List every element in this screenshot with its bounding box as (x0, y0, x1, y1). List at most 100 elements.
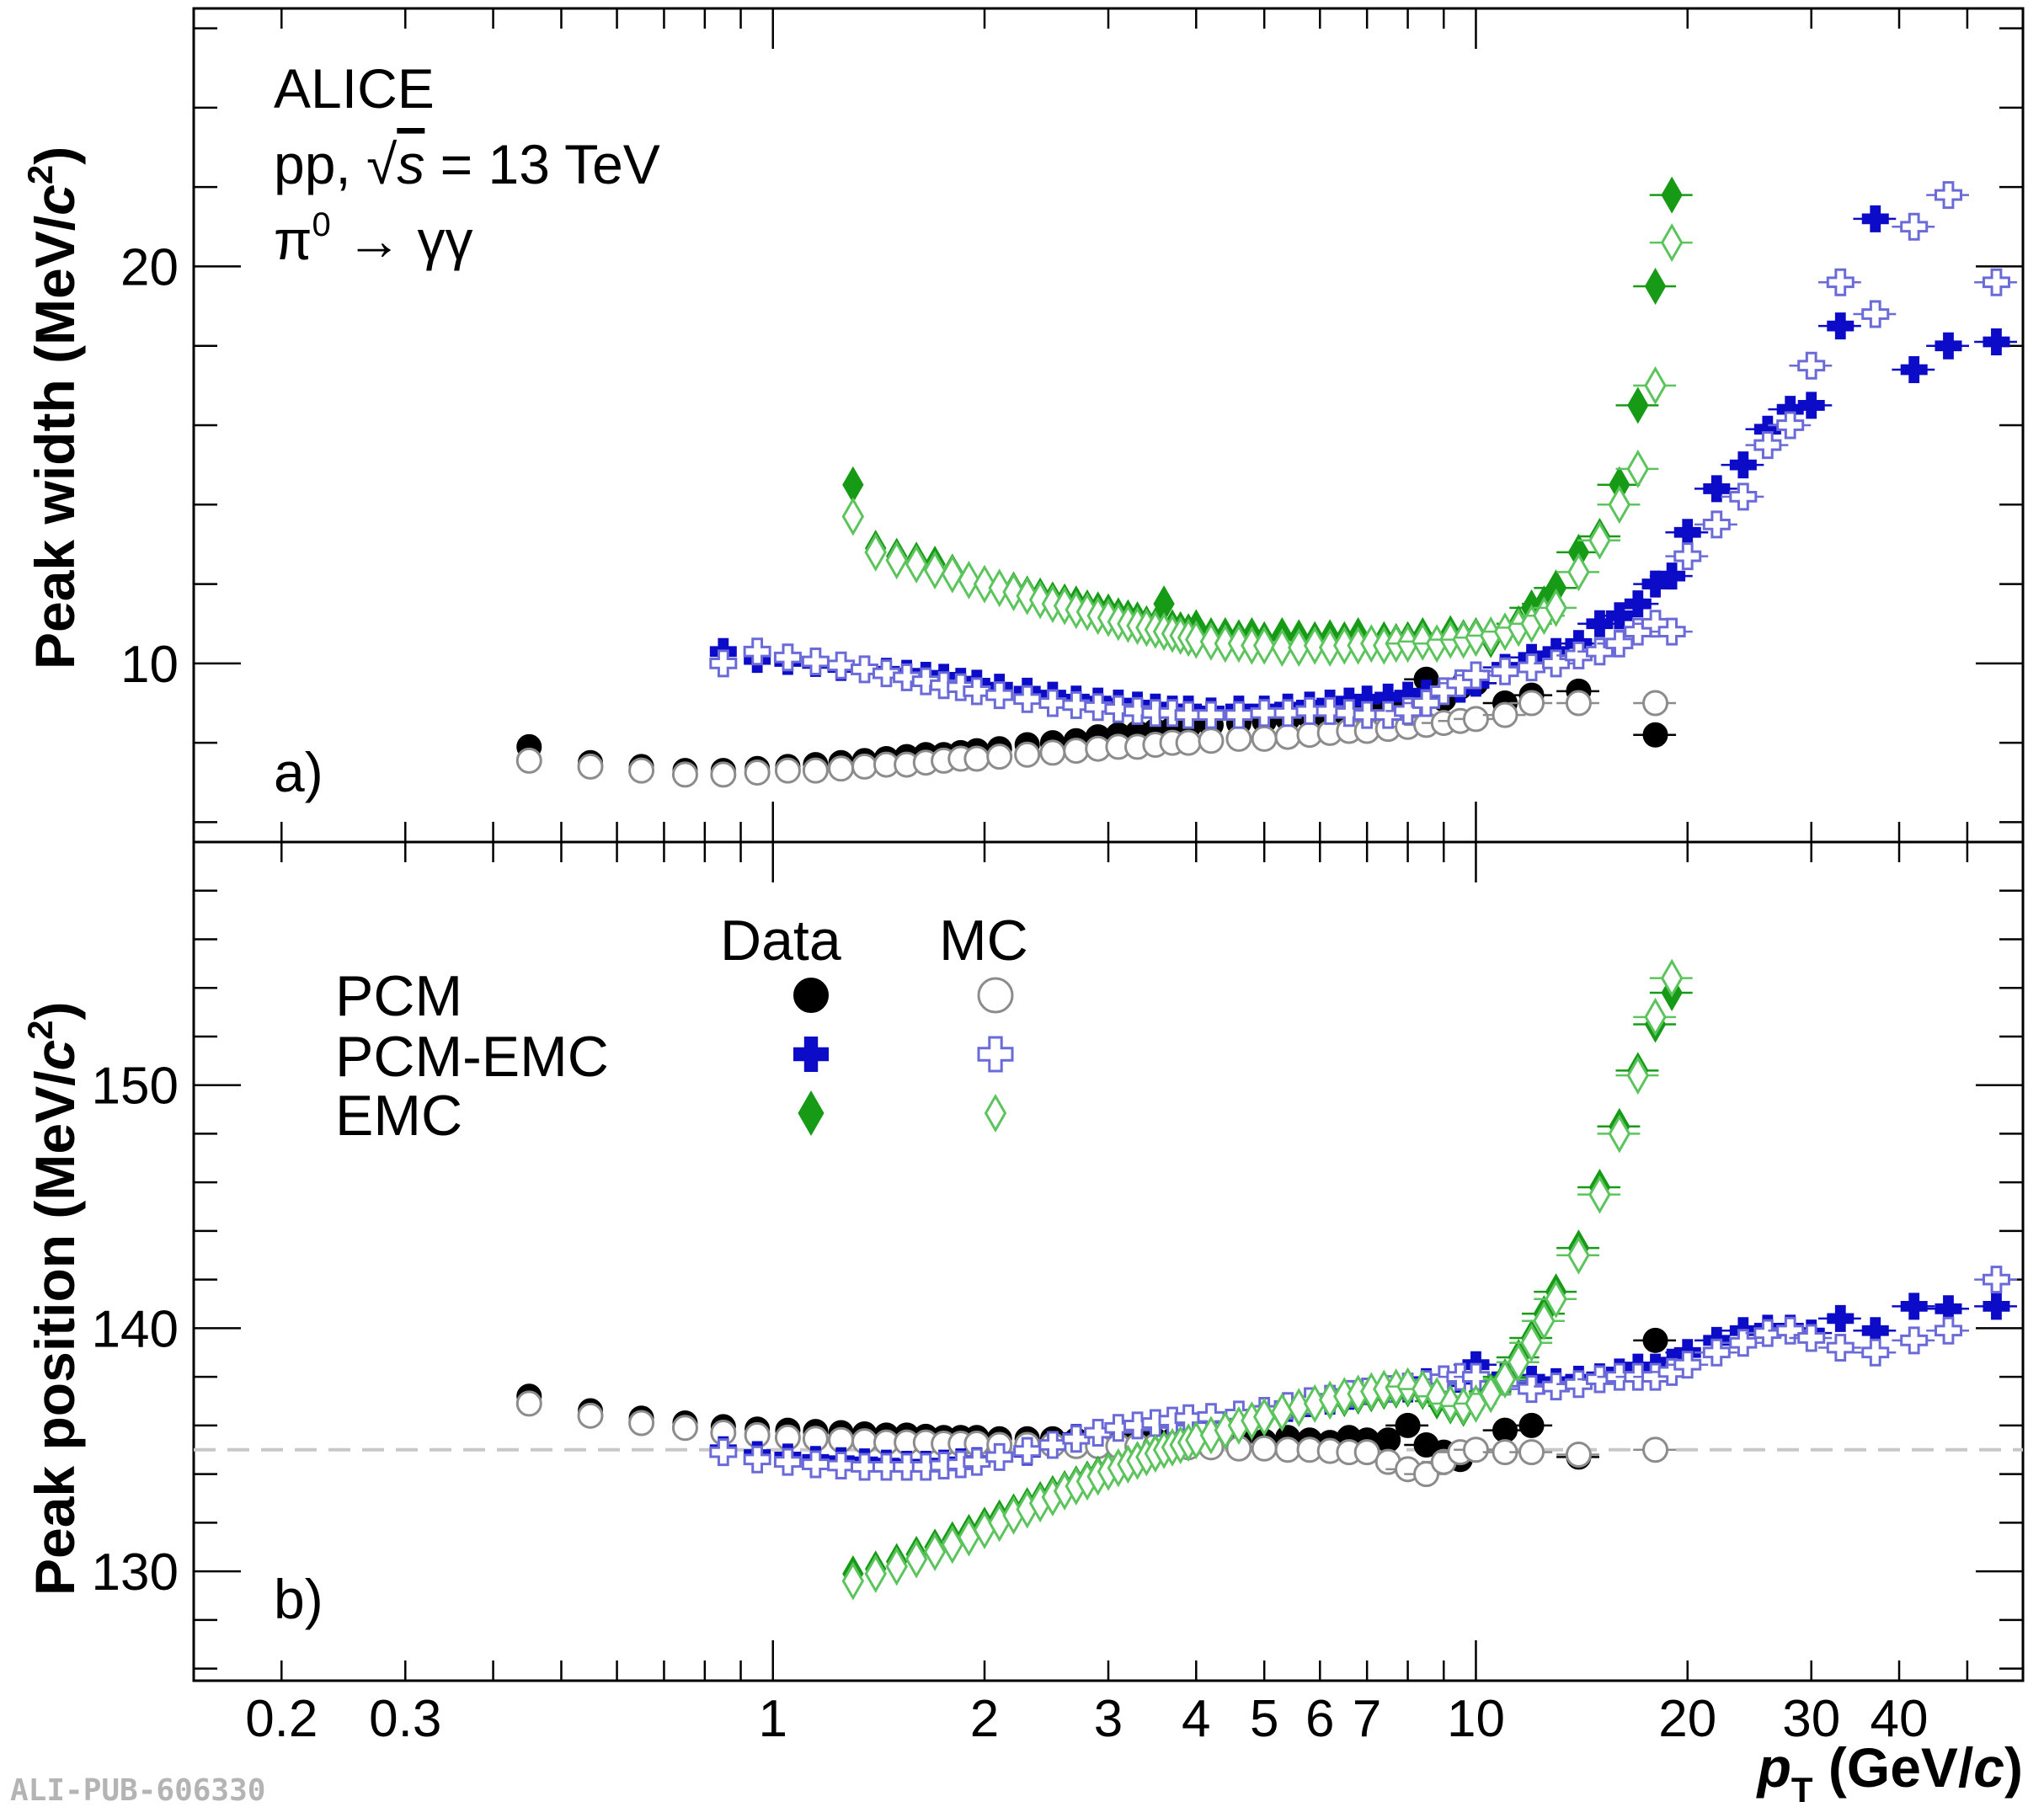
point-pcmemc_mc (963, 677, 991, 706)
legend-marker-pcmemc_data (793, 1037, 829, 1072)
point-pcmemc_data (1935, 332, 1962, 360)
point-emc_mc (1545, 588, 1567, 627)
xtick-labels: 0.2 0.3 1 2 3 4 5 6 7 10 20 30 40 (245, 1690, 1928, 1748)
point-pcmemc_data (1703, 475, 1731, 503)
point-pcmemc_mc (1123, 696, 1152, 725)
point-pcm_mc (1251, 1435, 1278, 1462)
point-pcmemc_mc (1729, 1329, 1758, 1357)
point-pcmemc_mc (1826, 1333, 1855, 1362)
x-tick-label: 10 (1447, 1690, 1505, 1748)
y-tick-label: 10 (120, 636, 179, 694)
point-emc_mc (1588, 520, 1611, 560)
point-pcm_mc (577, 753, 604, 780)
point-emc_mc (1396, 1367, 1419, 1406)
point-pcmemc_data (1658, 562, 1686, 590)
point-pcmemc_mc (1673, 542, 1702, 571)
x-tick-label: 2 (970, 1690, 999, 1748)
point-pcm_mc (1274, 723, 1301, 750)
point-pcmemc_mc (1394, 696, 1422, 725)
point-pcm_mc (671, 1415, 698, 1442)
x-tick-label: 7 (1353, 1690, 1381, 1748)
point-pcmemc_mc (1353, 701, 1381, 729)
point-pcmemc_mc (801, 648, 830, 675)
legend-label-pcm: PCM (335, 964, 462, 1028)
legend-header-mc: MC (939, 909, 1028, 973)
point-pcmemc_mc (963, 1447, 991, 1476)
point-pcm_mc (628, 757, 655, 784)
x-tick-label: 0.2 (245, 1690, 318, 1748)
point-pcmemc_mc (1776, 1316, 1805, 1345)
point-pcmemc_data (1983, 328, 2010, 355)
point-emc_mc (1567, 1235, 1590, 1275)
x-tick-label: 40 (1871, 1690, 1929, 1748)
point-pcm_mc (1274, 1437, 1301, 1463)
point-emc_mc (841, 497, 865, 536)
point-pcm_data (1395, 1412, 1421, 1438)
x-tick-label: 3 (1094, 1690, 1123, 1748)
legend-label-pcm-emc: PCM-EMC (335, 1025, 609, 1089)
point-pcmemc_mc (893, 663, 921, 691)
point-pcmemc_mc (1013, 685, 1042, 713)
point-pcmemc_mc (851, 1453, 879, 1481)
y-tick-label: 140 (92, 1300, 179, 1358)
point-pcm_mc (1462, 1437, 1489, 1463)
point-pcmemc_mc (1062, 690, 1091, 719)
legend: Data MC PCM PCM-EMC EMC (335, 909, 1028, 1148)
point-emc_mc (1608, 485, 1631, 525)
legend-marker-pcm_data (793, 978, 829, 1013)
point-pcmemc_mc (1657, 617, 1686, 646)
point-pcm_mc (1565, 1442, 1592, 1469)
point-pcmemc_mc (1104, 1414, 1133, 1442)
point-emc_mc (1660, 223, 1684, 263)
x-tick-label: 0.3 (369, 1690, 441, 1748)
point-pcm_mc (1063, 738, 1090, 765)
point-pcm_mc (1039, 739, 1066, 766)
point-pcmemc_mc (773, 643, 802, 672)
point-emc_mc (1507, 1342, 1530, 1382)
point-pcmemc_data (1605, 602, 1633, 630)
panel-b-ylabel: Peak position (MeV/c2) (20, 1001, 86, 1596)
point-pcmemc_mc (1461, 661, 1490, 690)
series-emc_mc (841, 958, 1693, 1601)
point-pcm_mc (1518, 690, 1545, 717)
x-tick-label: 5 (1250, 1690, 1278, 1748)
point-pcm_mc (1175, 729, 1202, 756)
point-pcmemc_data (1729, 451, 1757, 479)
point-pcmemc_mc (985, 681, 1014, 710)
point-emc_mc (1626, 1056, 1650, 1095)
point-pcmemc_mc (1062, 1425, 1091, 1453)
point-pcmemc_mc (872, 1453, 900, 1481)
legend-marker-emc_data (798, 1090, 825, 1137)
publication-id: ALI-PUB-606330 (10, 1773, 265, 1807)
point-pcmemc_mc (1605, 629, 1634, 658)
panel-a-ticks (194, 8, 2025, 842)
point-emc_mc (923, 551, 947, 590)
point-pcmemc_mc (872, 659, 900, 688)
point-pcm_mc (1225, 725, 1252, 752)
point-emc_mc (1626, 449, 1650, 488)
point-pcmemc_mc (743, 637, 771, 666)
point-pcmemc_mc (827, 651, 856, 680)
legend-marker-emc_mc (984, 1093, 1007, 1133)
point-emc_mc (1644, 997, 1667, 1037)
point-pcmemc_mc (1861, 300, 1890, 328)
point-pcmemc_mc (1826, 268, 1855, 296)
experiment-label: ALICE (274, 57, 435, 120)
point-pcmemc_mc (1797, 351, 1826, 380)
point-emc_mc (1644, 365, 1667, 405)
point-pcmemc_data (1827, 1304, 1855, 1332)
panel-a-points (515, 176, 2017, 788)
panel-a-ylabel: Peak width (MeV/c2) (20, 147, 86, 669)
point-emc_mc (973, 564, 996, 604)
point-pcmemc_mc (1084, 1419, 1113, 1447)
y-tick-label: 20 (120, 238, 179, 296)
x-tick-label: 1 (758, 1690, 787, 1748)
point-emc_data (1644, 267, 1667, 306)
point-pcmemc_mc (1316, 696, 1344, 725)
point-pcmemc_mc (1729, 482, 1758, 511)
panel-a-label: a) (274, 741, 323, 803)
x-axis-title: pT (GeV/c) (1756, 1736, 2023, 1807)
point-pcmemc_mc (893, 1453, 921, 1481)
point-pcmemc_mc (947, 673, 975, 701)
point-pcmemc_mc (1702, 1338, 1731, 1367)
